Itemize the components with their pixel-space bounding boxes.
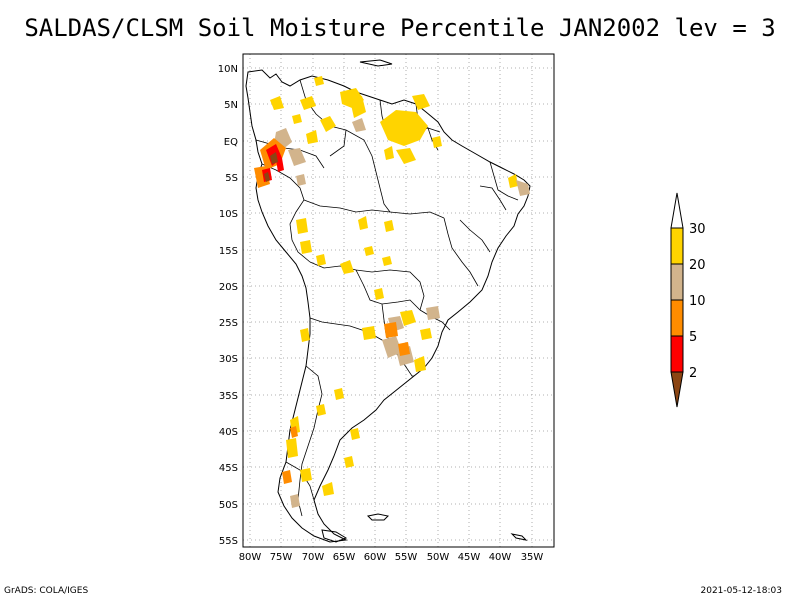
colorbar-swatch-10-20 — [670, 263, 684, 301]
lon-axis: 80W 75W 70W 65W 60W 55W 50W 45W 40W 35W — [239, 552, 544, 563]
lat-label: 50S — [219, 500, 238, 511]
lat-label: 15S — [219, 246, 238, 257]
colorbar-top-arrow — [670, 192, 684, 229]
colorbar-label: 5 — [689, 330, 697, 345]
colorbar-label: 30 — [689, 222, 706, 237]
colorbar-label: 10 — [689, 294, 706, 309]
map-frame — [242, 53, 555, 548]
lon-label: 40W — [489, 552, 512, 563]
lat-label: 45S — [219, 463, 238, 474]
lat-label: 55S — [219, 536, 238, 547]
lat-label: 5N — [224, 100, 238, 111]
lon-label: 65W — [333, 552, 356, 563]
colorbar-label: 20 — [689, 258, 706, 273]
colorbar-labels: 30 20 10 5 2 — [689, 222, 706, 381]
lat-label: 30S — [219, 354, 238, 365]
map-title: SALDAS/CLSM Soil Moisture Percentile JAN… — [24, 14, 776, 42]
lat-label: 10N — [218, 64, 238, 75]
colorbar-swatch-2-5 — [670, 335, 684, 373]
lat-label: 25S — [219, 318, 238, 329]
lat-label: 5S — [225, 173, 238, 184]
lat-label: EQ — [224, 137, 238, 148]
lat-label: 40S — [219, 427, 238, 438]
lon-label: 80W — [239, 552, 262, 563]
colorbar — [670, 192, 684, 408]
lon-label: 75W — [270, 552, 293, 563]
colorbar-swatch-5-10 — [670, 299, 684, 337]
footer-credit: GrADS: COLA/IGES — [4, 586, 89, 596]
lat-label: 10S — [219, 209, 238, 220]
lon-label: 60W — [364, 552, 387, 563]
colorbar-bottom-arrow — [670, 371, 684, 408]
south-america-coastline — [245, 59, 531, 543]
lon-label: 50W — [427, 552, 450, 563]
lon-label: 55W — [395, 552, 418, 563]
soil-moisture-field — [254, 76, 530, 508]
colorbar-swatch-20-30 — [670, 227, 684, 265]
lat-axis: 10N 5N EQ 5S 10S 15S 20S 25S 30S 35S 40S… — [218, 64, 238, 547]
lat-label: 35S — [219, 391, 238, 402]
lat-label: 20S — [219, 282, 238, 293]
lon-label: 35W — [521, 552, 544, 563]
lon-label: 45W — [458, 552, 481, 563]
lon-label: 70W — [302, 552, 325, 563]
colorbar-label: 2 — [689, 366, 697, 381]
footer-timestamp: 2021-05-12-18:03 — [700, 586, 783, 596]
